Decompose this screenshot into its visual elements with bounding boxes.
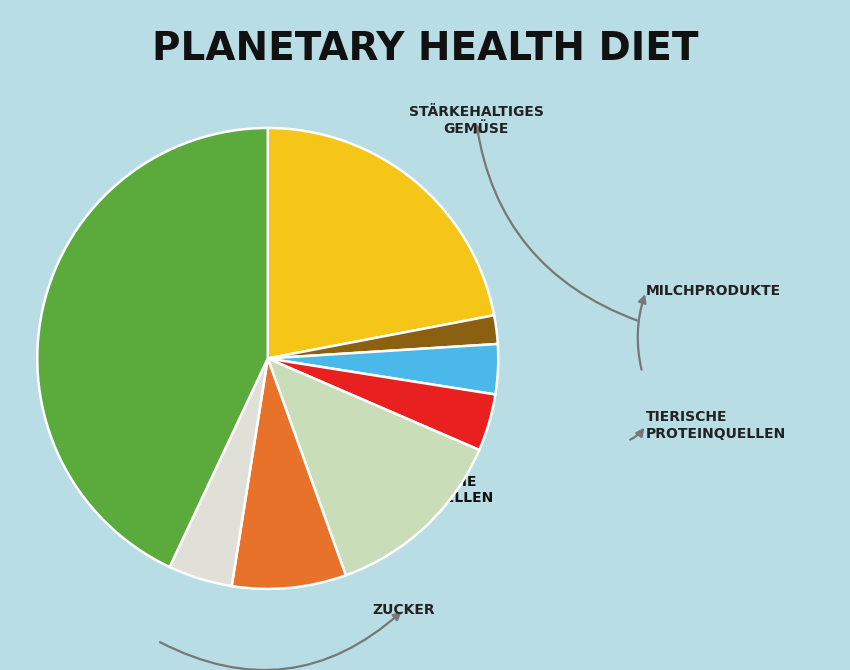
Wedge shape [268, 316, 498, 358]
Wedge shape [232, 358, 346, 589]
Text: ZUCKER: ZUCKER [372, 603, 435, 616]
Wedge shape [37, 128, 268, 567]
Text: MILCHPRODUKTE: MILCHPRODUKTE [646, 285, 781, 298]
Text: PLANETARY HEALTH DIET: PLANETARY HEALTH DIET [152, 30, 698, 68]
Wedge shape [170, 358, 268, 586]
Text: GEMÜSE
& OBST: GEMÜSE & OBST [54, 308, 146, 350]
Text: FETTE
& ÖLE: FETTE & ÖLE [263, 500, 310, 531]
Text: PFLANZLICHE
PROTEINQUELLEN: PFLANZLICHE PROTEINQUELLEN [354, 474, 495, 505]
Wedge shape [268, 344, 498, 395]
Wedge shape [268, 358, 496, 450]
Wedge shape [268, 128, 494, 358]
Text: STÄRKEHALTIGES
GEMÜSE: STÄRKEHALTIGES GEMÜSE [409, 105, 543, 136]
Wedge shape [268, 358, 479, 576]
Text: VOLLKORN
GETREIDE: VOLLKORN GETREIDE [358, 212, 450, 245]
Text: TIERISCHE
PROTEINQUELLEN: TIERISCHE PROTEINQUELLEN [646, 410, 786, 441]
